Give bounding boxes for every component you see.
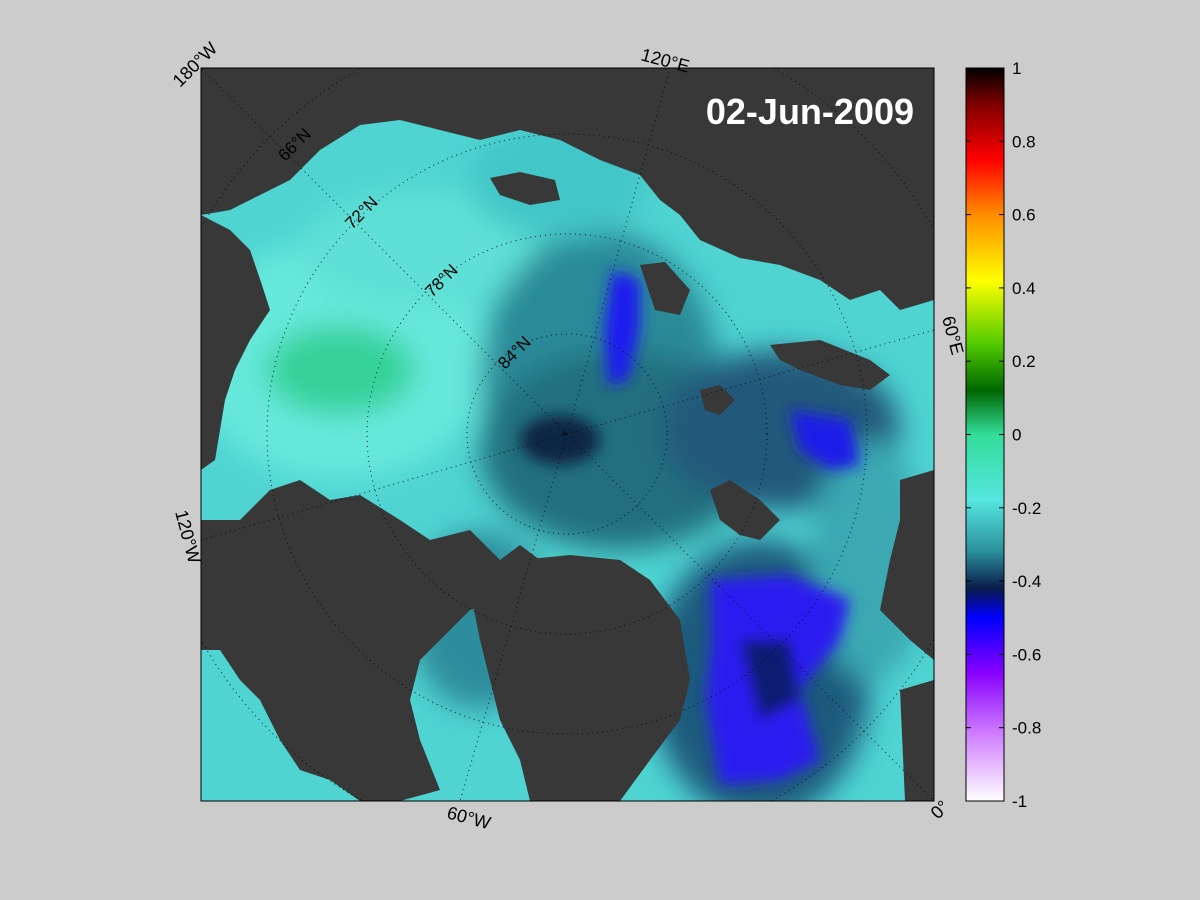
colorbar-tick-label: -0.6: [1012, 645, 1041, 664]
lon-60w-label: 60°W: [445, 803, 493, 834]
land-masses: [201, 68, 934, 801]
baffin-island: [320, 640, 410, 770]
date-label: 02-Jun-2009: [706, 91, 914, 132]
colorbar-tick-label: -1: [1012, 792, 1027, 811]
anomaly-blue-patches: [520, 270, 860, 785]
map-panel: *: [201, 68, 934, 801]
colorbar-tick-label: -0.8: [1012, 719, 1041, 738]
lon-60e-label: 60°E: [938, 314, 967, 357]
siberia-land: [201, 68, 934, 310]
bottom-right-land: [900, 680, 934, 801]
colorbar-tick-label: -0.2: [1012, 499, 1041, 518]
severnaya-zemlya: [640, 262, 690, 315]
alaska-land: [201, 215, 270, 470]
pole-marker: *: [562, 429, 567, 443]
colorbar: 1 0.8 0.6 0.4 0.2 0 -0.2 -0.4 -0.6 -0.8 -1: [965, 59, 1041, 811]
new-siberian-islands: [490, 172, 560, 205]
colorbar-ticks: 1 0.8 0.6 0.4 0.2 0 -0.2 -0.4 -0.6 -0.8 -1: [966, 59, 1041, 811]
scandinavia-land: [880, 470, 934, 660]
colorbar-tick-label: 0.6: [1012, 206, 1036, 225]
colorbar-tick-label: -0.4: [1012, 572, 1041, 591]
lon-120w-label: 120°W: [171, 508, 204, 566]
colorbar-tick-label: 0.2: [1012, 352, 1036, 371]
franz-josef-land: [700, 385, 735, 415]
colorbar-tick-label: 0.4: [1012, 279, 1036, 298]
colorbar-tick-label: 1: [1012, 59, 1021, 78]
novaya-zemlya: [770, 340, 890, 390]
greenland-land: [470, 555, 690, 801]
colorbar-tick-label: 0.8: [1012, 132, 1036, 151]
graticule: [201, 68, 934, 801]
colorbar-tick-label: 0: [1012, 426, 1021, 445]
map-frame: [200, 67, 935, 802]
svalbard-islands: [710, 480, 780, 540]
colorbar-gradient: [966, 68, 1004, 801]
